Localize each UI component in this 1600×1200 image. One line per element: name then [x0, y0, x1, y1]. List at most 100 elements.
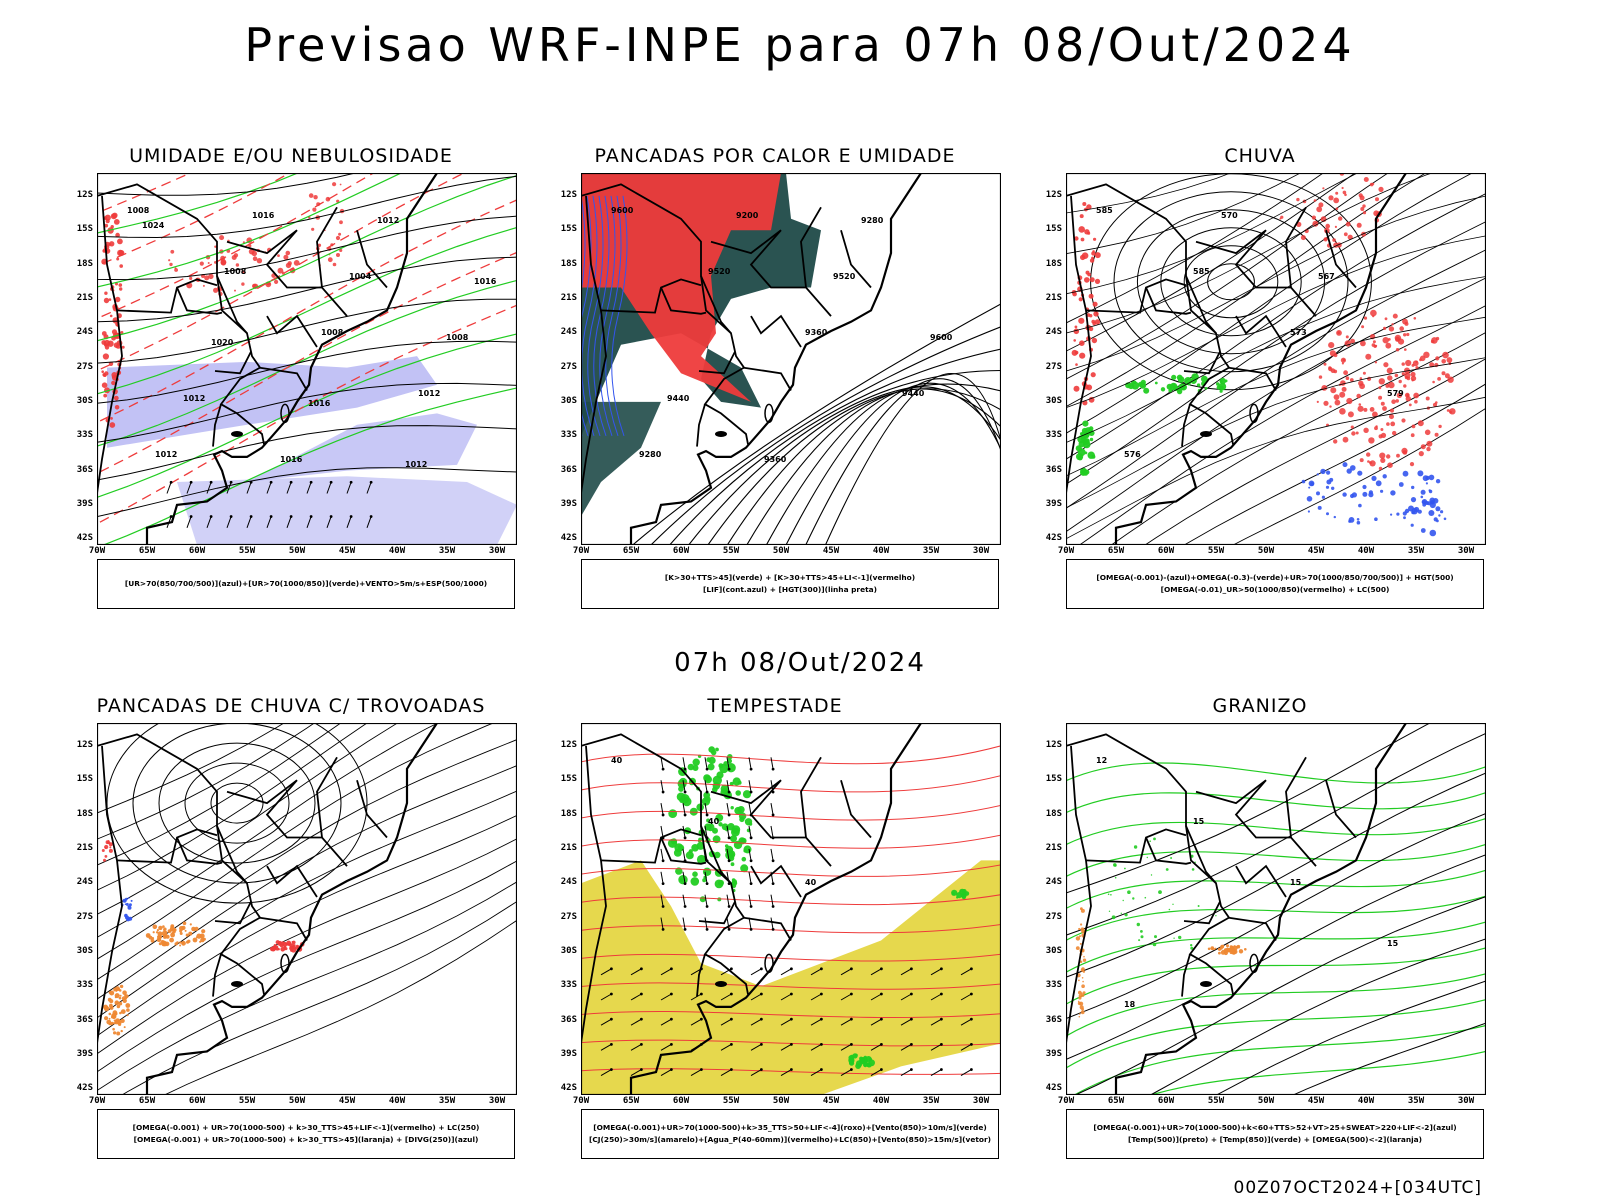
- legend-line: [OMEGA(-0.001)+UR>70(1000-500)+k>35_TTS>…: [593, 1123, 987, 1132]
- contour-value-label: 579: [1387, 389, 1404, 398]
- field-patch: [1233, 945, 1236, 948]
- lon-tick-label: 70W: [572, 546, 590, 556]
- field-patch: [1178, 935, 1182, 940]
- contour-line: [1066, 221, 1486, 485]
- contour-line: [97, 173, 300, 234]
- field-patch: [1084, 229, 1090, 235]
- field-patch: [1385, 383, 1390, 388]
- lat-tick-label: 18S: [560, 808, 577, 819]
- contour-line: [1066, 732, 1486, 936]
- wind-vector: [226, 516, 232, 529]
- wind-vector: [704, 894, 708, 907]
- field-patch: [1378, 186, 1384, 192]
- state-border: [212, 953, 222, 997]
- field-patch: [1084, 277, 1090, 283]
- wind-vector-head: [683, 928, 687, 931]
- wind-vector-head: [639, 967, 643, 971]
- lon-tick-label: 45W: [1307, 546, 1325, 556]
- field-patch: [1078, 455, 1083, 461]
- wind-vector: [726, 780, 730, 793]
- field-patch: [109, 846, 112, 849]
- legend-box: [OMEGA(-0.001) + UR>70(1000-500) + k>30_…: [97, 1109, 515, 1159]
- field-patch: [1073, 385, 1080, 392]
- lat-tick-label: 18S: [560, 258, 577, 269]
- wind-vector-head: [849, 992, 853, 996]
- map-border: [97, 723, 517, 1095]
- contour-value-label: 9600: [611, 206, 634, 215]
- wind-vector-head: [639, 1017, 643, 1021]
- lat-tick-label: 39S: [1045, 498, 1062, 509]
- field-patch: [1080, 908, 1083, 911]
- wind-vector: [726, 894, 730, 907]
- contour-line: [1066, 235, 1486, 409]
- field-patch: [1390, 408, 1394, 413]
- lc-contour: [581, 923, 1001, 934]
- field-patch: [112, 1027, 115, 1031]
- field-patch: [1421, 499, 1428, 505]
- field-patch: [121, 345, 125, 349]
- lat-tick-label: 21S: [76, 292, 93, 303]
- lc-contour: [581, 1011, 1001, 1019]
- field-patch: [1417, 509, 1422, 514]
- field-patch: [1321, 385, 1328, 391]
- state-border: [316, 756, 338, 838]
- contour-value-label: 9600: [930, 333, 953, 342]
- lat-tick-label: 24S: [76, 327, 93, 338]
- field-patch: [156, 937, 162, 942]
- wind-vector: [326, 516, 332, 529]
- state-border: [749, 229, 832, 317]
- wind-vector: [780, 993, 792, 1001]
- field-patch: [327, 257, 333, 263]
- field-patch: [1446, 357, 1453, 363]
- lat-tick-label: 42S: [76, 1083, 93, 1094]
- field-patch: [1386, 454, 1391, 459]
- lon-tick-label: 40W: [1357, 546, 1375, 556]
- field-patch: [1378, 434, 1383, 439]
- wind-vector: [266, 516, 272, 529]
- wind-vector: [750, 968, 762, 976]
- map-border: [581, 173, 1001, 545]
- contour-value-label: 1016: [308, 399, 331, 408]
- contour-value-label: 9360: [764, 455, 787, 464]
- field-patch: [1423, 351, 1430, 358]
- field-patch: [1411, 424, 1416, 429]
- field-patch: [1356, 518, 1360, 521]
- field-patch: [702, 867, 712, 876]
- contour-line: [97, 723, 285, 814]
- field-patch: [1328, 195, 1334, 201]
- lon-tick-label: 35W: [438, 546, 456, 556]
- wind-vector: [660, 968, 672, 976]
- field-patch: [1413, 392, 1420, 399]
- wind-vector: [704, 917, 708, 930]
- lon-tick-label: 55W: [1207, 1096, 1225, 1106]
- map-canvas: 585 585 573 579 576 570 567: [1066, 173, 1486, 545]
- field-patch: [119, 264, 123, 268]
- field-patch: [1218, 382, 1227, 391]
- field-patch: [1140, 935, 1144, 939]
- field-patch: [339, 220, 343, 225]
- temp850-contour: [1066, 895, 1486, 942]
- wind-vector-head: [683, 836, 687, 840]
- panel-granizo: GRANIZO 12S 15S 18S 21S 24S 27S 30S 33S 36S 39S 42…: [1030, 695, 1490, 1165]
- field-patch: [104, 223, 109, 228]
- contour-value-label: 570: [1221, 211, 1238, 220]
- wind-vector: [960, 1018, 972, 1026]
- wind-vector-head: [189, 480, 193, 484]
- field-patch: [1438, 514, 1441, 517]
- temp850-contour: [1066, 921, 1486, 974]
- field-patch: [119, 994, 122, 997]
- wind-vector-head: [639, 1068, 643, 1071]
- panel-umidade: UMIDADE E/OU NEBULOSIDADE 12S 15S 18S 21S 24…: [61, 145, 521, 615]
- field-patch: [1404, 367, 1410, 374]
- wind-vector: [682, 757, 686, 770]
- field-patch: [104, 214, 111, 221]
- wind-vector-head: [849, 967, 853, 971]
- field-patch: [287, 261, 292, 266]
- field-patch: [740, 864, 749, 873]
- field-patch: [1342, 190, 1347, 195]
- lon-tick-label: 55W: [722, 546, 740, 556]
- contour-value-label: 573: [1290, 328, 1307, 337]
- contour-line: [97, 860, 517, 1073]
- wind-vector: [770, 917, 774, 930]
- field-patch: [1369, 460, 1376, 467]
